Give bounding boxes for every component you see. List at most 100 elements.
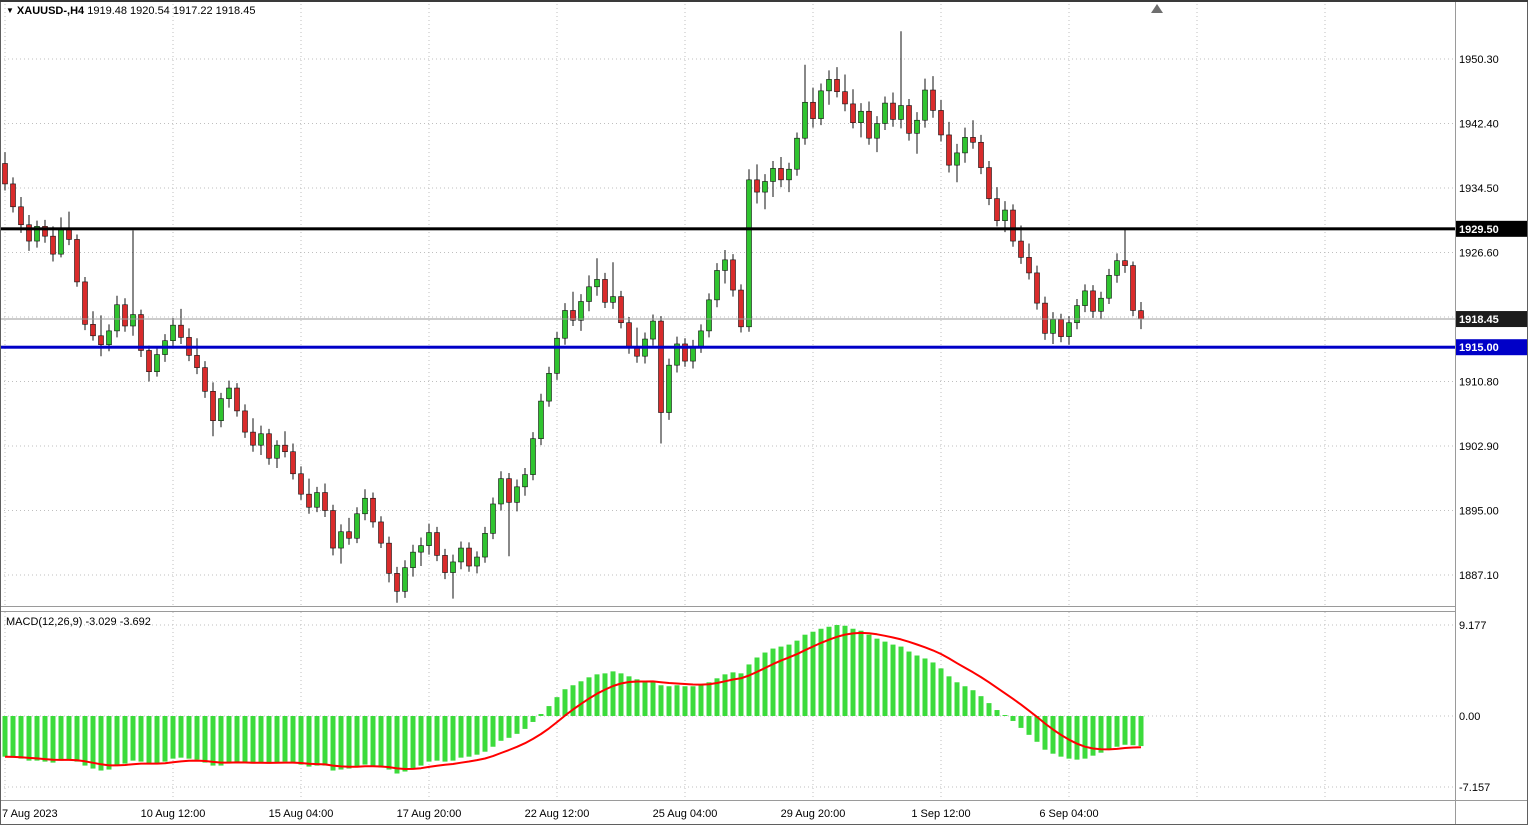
macd-histogram-bar bbox=[202, 716, 208, 763]
candle-body bbox=[210, 390, 216, 421]
hline-1929.50[interactable] bbox=[0, 227, 1455, 231]
candle-body bbox=[458, 547, 464, 563]
macd-histogram-bar bbox=[146, 716, 152, 764]
macd-histogram-bar bbox=[378, 716, 384, 768]
time-axis-area[interactable] bbox=[0, 800, 1528, 825]
candle-body bbox=[778, 168, 784, 181]
macd-histogram-bar bbox=[642, 681, 648, 716]
candle-body bbox=[514, 486, 520, 503]
candle-body bbox=[730, 259, 736, 291]
candle-body bbox=[474, 556, 480, 567]
candle-body bbox=[202, 367, 208, 392]
candle-body bbox=[98, 335, 104, 346]
macd-histogram-bar bbox=[850, 628, 856, 716]
time-tick-label: 17 Aug 20:00 bbox=[397, 808, 462, 820]
candle-body bbox=[666, 364, 672, 413]
macd-histogram-bar bbox=[410, 716, 416, 769]
macd-histogram-bar bbox=[946, 676, 952, 716]
candle-body bbox=[618, 296, 624, 324]
macd-histogram-bar bbox=[106, 716, 112, 770]
candle-body bbox=[1082, 290, 1088, 306]
price-axis-area[interactable] bbox=[1456, 0, 1528, 800]
macd-histogram-bar bbox=[1122, 716, 1128, 745]
time-tick-label: 10 Aug 12:00 bbox=[141, 808, 206, 820]
macd-histogram-bar bbox=[26, 716, 32, 761]
candle-body bbox=[10, 183, 16, 208]
candle-body bbox=[802, 101, 808, 139]
macd-histogram-bar bbox=[1058, 716, 1064, 757]
hline-1915.00[interactable] bbox=[0, 345, 1455, 349]
hline-price-tag-box[interactable] bbox=[1456, 220, 1528, 237]
candle-body bbox=[370, 497, 376, 523]
candle-body bbox=[906, 105, 912, 134]
candle-body bbox=[714, 270, 720, 301]
macd-histogram-bar bbox=[442, 716, 448, 762]
candle-body bbox=[858, 110, 864, 123]
candle-body bbox=[1090, 290, 1096, 312]
macd-histogram-bar bbox=[650, 681, 656, 716]
time-tick-label: 1 Sep 12:00 bbox=[911, 808, 970, 820]
candle-body bbox=[234, 387, 240, 412]
macd-histogram-bar bbox=[562, 689, 568, 716]
candle-body bbox=[914, 119, 920, 134]
candle-body bbox=[1042, 302, 1048, 334]
candle-body bbox=[762, 181, 768, 193]
macd-histogram-bar bbox=[370, 716, 376, 766]
chart-shift-marker[interactable] bbox=[1151, 4, 1163, 13]
time-axis-labels: 7 Aug 2023 10 Aug 12:00 15 Aug 04:00 17 Aug… bbox=[2, 808, 1099, 820]
candle-body bbox=[386, 542, 392, 574]
candle-body bbox=[498, 478, 504, 505]
candle-body bbox=[322, 492, 328, 511]
candle-body bbox=[18, 206, 24, 226]
macd-histogram-bar bbox=[722, 674, 728, 716]
hline-price-tag-text[interactable]: 1929.50 bbox=[1459, 224, 1499, 236]
candle-body bbox=[122, 304, 128, 327]
candle-body bbox=[138, 314, 144, 351]
candle-body bbox=[50, 235, 56, 255]
candle-body bbox=[754, 179, 760, 193]
hline-price-tag-text[interactable]: 1915.00 bbox=[1459, 342, 1499, 354]
candle-body bbox=[394, 573, 400, 592]
candle-body bbox=[418, 545, 424, 553]
macd-histogram-bar bbox=[602, 673, 608, 716]
macd-histogram-bar bbox=[498, 716, 504, 741]
macd-histogram-bar bbox=[538, 714, 544, 716]
macd-histogram-bar bbox=[706, 682, 712, 716]
hline-price-tag-box[interactable] bbox=[1456, 339, 1528, 356]
macd-histogram-bar bbox=[306, 716, 312, 767]
macd-histogram-bar bbox=[938, 668, 944, 716]
macd-histogram-bar bbox=[810, 631, 816, 716]
candle-body bbox=[106, 330, 112, 346]
candle-body bbox=[810, 101, 816, 119]
candle-body bbox=[890, 102, 896, 120]
candle-body bbox=[682, 343, 688, 362]
macd-histogram-bar bbox=[594, 674, 600, 716]
candle-body bbox=[722, 259, 728, 271]
candle-body bbox=[602, 279, 608, 303]
macd-histogram-bar bbox=[298, 716, 304, 765]
candle-body bbox=[706, 299, 712, 332]
candle-body bbox=[970, 137, 976, 143]
macd-histogram-bar bbox=[578, 681, 584, 716]
macd-histogram-bar bbox=[90, 716, 96, 769]
macd-histogram-bar bbox=[386, 716, 392, 770]
macd-histogram-bar bbox=[754, 657, 760, 716]
candles-series bbox=[2, 31, 1144, 603]
symbol-dropdown-icon[interactable]: ▼ bbox=[6, 6, 14, 15]
candle-body bbox=[658, 320, 664, 413]
macd-histogram-bar bbox=[530, 716, 536, 722]
macd-histogram-bar bbox=[186, 716, 192, 759]
pane-separator[interactable] bbox=[0, 606, 1528, 612]
macd-histogram-bar bbox=[1082, 716, 1088, 759]
macd-histogram-bar bbox=[274, 716, 280, 763]
macd-histogram-bar bbox=[50, 716, 56, 763]
candle-body bbox=[114, 304, 120, 332]
price-tick-label: 1926.60 bbox=[1459, 248, 1499, 260]
macd-histogram-bar bbox=[258, 716, 264, 763]
candle-body bbox=[786, 168, 792, 181]
macd-histogram-bar bbox=[338, 716, 344, 770]
macd-histogram-bar bbox=[978, 696, 984, 716]
macd-histogram-bar bbox=[714, 678, 720, 716]
